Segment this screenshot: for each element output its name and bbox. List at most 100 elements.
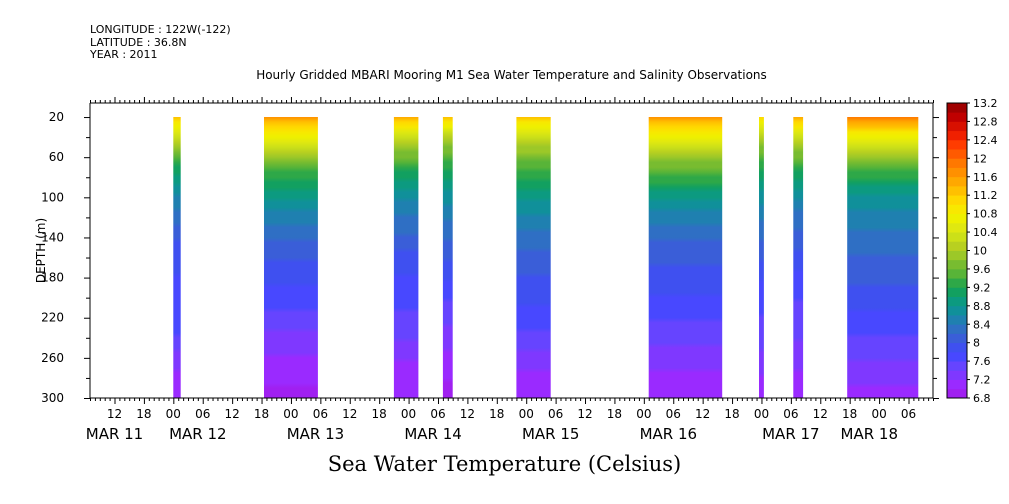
colorbar-bin bbox=[947, 287, 967, 297]
y-tick-label: 20 bbox=[49, 110, 64, 124]
chart-title: Hourly Gridded MBARI Mooring M1 Sea Wate… bbox=[256, 68, 767, 82]
colorbar-bin bbox=[947, 241, 967, 251]
x-tick-label: 06 bbox=[666, 407, 681, 421]
colorbar-bin bbox=[947, 195, 967, 205]
x-tick-label: 12 bbox=[224, 407, 239, 421]
x-tick-label: 00 bbox=[166, 407, 181, 421]
colorbar-label: 13.2 bbox=[973, 97, 998, 110]
colorbar: 6.8 7.2 7.6 8 8.4 8.8 9.2 9.6 10 10.4 10.8 11.2 11.6… bbox=[946, 97, 998, 405]
colorbar-bin bbox=[947, 333, 967, 344]
x-date-label: MAR 18 bbox=[841, 425, 898, 443]
x-tick-label: 18 bbox=[724, 407, 739, 421]
colorbar-label: 7.6 bbox=[973, 355, 991, 368]
x-tick-label: 00 bbox=[754, 407, 769, 421]
x-tick-label: 18 bbox=[136, 407, 151, 421]
x-tick-label: 06 bbox=[901, 407, 916, 421]
colorbar-bin bbox=[947, 176, 967, 187]
colorbar-label: 10.4 bbox=[973, 226, 998, 239]
colorbar-label: 8 bbox=[973, 337, 980, 350]
colorbar-label: 12.8 bbox=[973, 115, 998, 128]
colorbar-bin bbox=[947, 149, 967, 159]
colorbar-bin bbox=[947, 139, 967, 150]
x-tick-label: 06 bbox=[548, 407, 563, 421]
x-tick-label: 12 bbox=[342, 407, 357, 421]
x-date-label: MAR 14 bbox=[404, 425, 461, 443]
x-tick-label: 06 bbox=[783, 407, 798, 421]
colorbar-label: 12 bbox=[973, 152, 987, 165]
data-segment bbox=[264, 117, 318, 398]
y-axis-label: DEPTH (m) bbox=[34, 218, 48, 283]
colorbar-bin bbox=[947, 268, 967, 279]
colorbar-bin bbox=[947, 112, 967, 122]
x-tick-label: 12 bbox=[460, 407, 475, 421]
x-tick-label: 06 bbox=[430, 407, 445, 421]
colorbar-label: 11.6 bbox=[973, 171, 998, 184]
data-segment bbox=[759, 117, 764, 398]
colorbar-bin bbox=[947, 278, 967, 288]
colorbar-label: 6.8 bbox=[973, 392, 991, 405]
colorbar-label: 8.8 bbox=[973, 300, 991, 313]
colorbar-bin bbox=[947, 315, 967, 325]
x-tick-label: 12 bbox=[577, 407, 592, 421]
data-segment bbox=[442, 117, 453, 398]
colorbar-bin bbox=[947, 388, 967, 399]
y-tick-label: 140 bbox=[41, 230, 64, 244]
colorbar-bin bbox=[947, 250, 967, 261]
x-tick-label: 00 bbox=[401, 407, 416, 421]
colorbar-bin bbox=[947, 361, 967, 371]
data-segment bbox=[516, 117, 551, 398]
colorbar-bin bbox=[947, 379, 967, 390]
colorbar-label: 10.8 bbox=[973, 208, 998, 221]
colorbar-bin bbox=[947, 351, 967, 362]
colorbar-bin bbox=[947, 324, 967, 334]
x-tick-label: 18 bbox=[489, 407, 504, 421]
x-tick-label: 06 bbox=[195, 407, 210, 421]
x-tick-label: 12 bbox=[107, 407, 122, 421]
data-segment bbox=[173, 117, 181, 398]
longitude-label: LONGITUDE : 122W(-122) bbox=[90, 23, 231, 36]
x-tick-label: 00 bbox=[283, 407, 298, 421]
colorbar-label: 8.4 bbox=[973, 318, 991, 331]
colorbar-bin bbox=[947, 296, 967, 307]
colorbar-bin bbox=[947, 185, 967, 196]
data-segment bbox=[793, 117, 804, 398]
x-tick-label: 18 bbox=[254, 407, 269, 421]
x-tick-label: 12 bbox=[695, 407, 710, 421]
year-label: YEAR : 2011 bbox=[90, 48, 158, 61]
colorbar-label: 9.2 bbox=[973, 281, 991, 294]
data-segment bbox=[847, 117, 919, 398]
data-segment bbox=[648, 117, 723, 398]
y-tick-label: 180 bbox=[41, 271, 64, 285]
x-date-label: MAR 15 bbox=[522, 425, 579, 443]
colorbar-label: 11.2 bbox=[973, 189, 998, 202]
colorbar-bin bbox=[947, 130, 967, 141]
colorbar-bin bbox=[947, 232, 967, 242]
x-tick-label: 00 bbox=[636, 407, 651, 421]
x-tick-label: 00 bbox=[519, 407, 534, 421]
colorbar-bin bbox=[947, 222, 967, 233]
colorbar-bin bbox=[947, 158, 967, 168]
x-tick-label: 18 bbox=[607, 407, 622, 421]
x-date-label: MAR 16 bbox=[640, 425, 697, 443]
x-tick-label: 06 bbox=[313, 407, 328, 421]
colorbar-bin bbox=[947, 370, 967, 380]
x-tick-label: 12 bbox=[813, 407, 828, 421]
colorbar-bin bbox=[947, 204, 967, 215]
plot-axes: 20 60 100 140 180 220 260 300 DEPTH (m) 12 18 00 06 1… bbox=[34, 97, 939, 443]
x-date-label: MAR 17 bbox=[762, 425, 819, 443]
latitude-label: LATITUDE : 36.8N bbox=[90, 35, 187, 49]
colorbar-title: Sea Water Temperature (Celsius) bbox=[327, 452, 682, 476]
colorbar-label: 7.2 bbox=[973, 374, 991, 387]
x-date-label: MAR 13 bbox=[287, 425, 344, 443]
x-date-label: MAR 11 bbox=[86, 425, 143, 443]
colorbar-label: 12.4 bbox=[973, 134, 998, 147]
x-tick-label: 00 bbox=[871, 407, 886, 421]
x-tick-label: 18 bbox=[372, 407, 387, 421]
data-segments bbox=[173, 117, 919, 398]
colorbar-bin bbox=[947, 103, 967, 113]
y-tick-label: 100 bbox=[41, 190, 64, 204]
metadata-block: LONGITUDE : 122W(-122) LATITUDE : 36.8N … bbox=[90, 23, 231, 62]
y-tick-label: 220 bbox=[41, 311, 64, 325]
y-tick-label: 60 bbox=[49, 150, 64, 164]
y-tick-label: 300 bbox=[41, 391, 64, 405]
